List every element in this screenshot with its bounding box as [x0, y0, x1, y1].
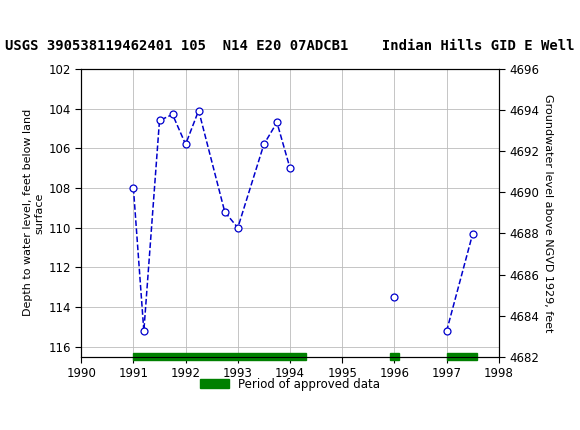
Legend: Period of approved data: Period of approved data: [195, 373, 385, 396]
Bar: [390, 353, 398, 360]
Bar: [133, 353, 306, 360]
Text: ▒USGS: ▒USGS: [14, 12, 69, 33]
Bar: [447, 353, 477, 360]
Text: USGS 390538119462401 105  N14 E20 07ADCB1    Indian Hills GID E Well: USGS 390538119462401 105 N14 E20 07ADCB1…: [5, 40, 575, 53]
Y-axis label: Depth to water level, feet below land
surface: Depth to water level, feet below land su…: [23, 109, 44, 316]
Y-axis label: Groundwater level above NGVD 1929, feet: Groundwater level above NGVD 1929, feet: [543, 94, 553, 332]
